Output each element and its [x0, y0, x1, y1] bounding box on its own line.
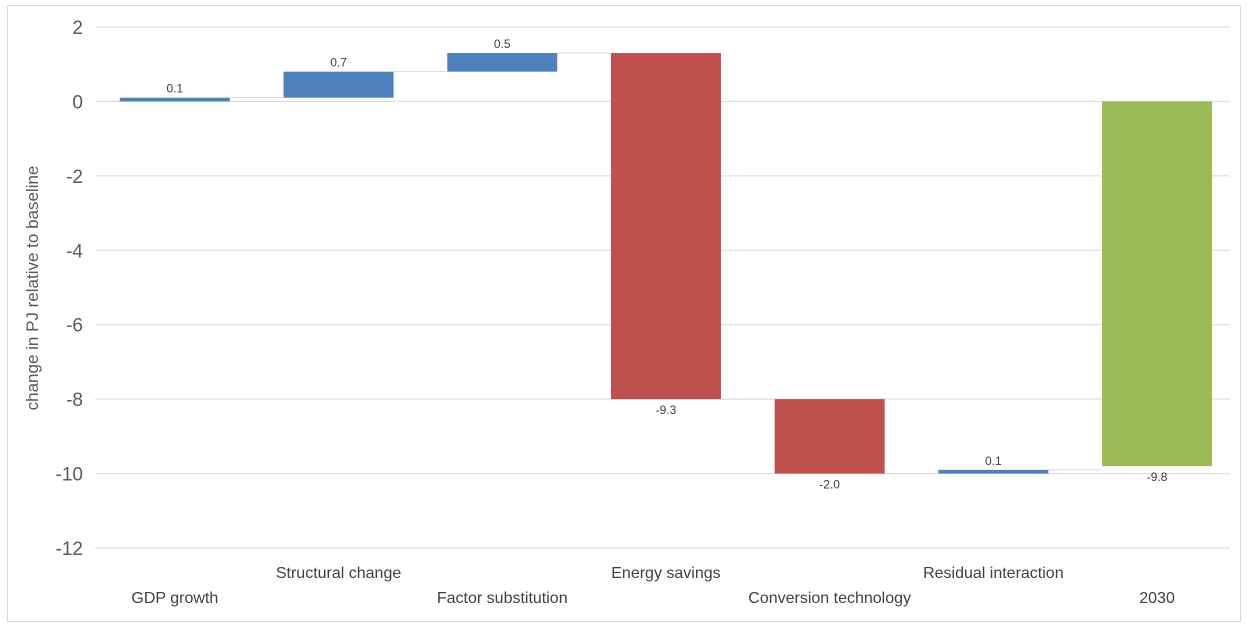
x-category-label: Energy savings	[611, 565, 720, 582]
bar-structural-change	[283, 71, 394, 98]
data-label: -9.8	[1147, 470, 1168, 484]
y-axis-title: change in PJ relative to baseline	[23, 166, 42, 411]
y-axis-tick-labels: 2 0 -2 -4 -6 -8 -10 -12	[56, 18, 84, 560]
bar-energy-savings	[610, 53, 721, 400]
bar-factor-substitution	[447, 53, 558, 72]
x-category-label: 2030	[1139, 590, 1175, 607]
y-tick-label: -8	[66, 390, 83, 411]
bar-residual-interaction	[938, 469, 1049, 474]
x-category-label: Residual interaction	[923, 565, 1064, 582]
x-category-label: GDP growth	[131, 590, 218, 607]
y-tick-label: -2	[66, 167, 83, 188]
connector-lines	[229, 52, 1103, 475]
y-tick-label: -12	[56, 539, 83, 560]
data-label: -2.0	[819, 478, 840, 492]
y-tick-label: -6	[66, 316, 83, 337]
data-label: 0.5	[494, 37, 511, 51]
x-category-label: Factor substitution	[437, 590, 568, 607]
data-label: -9.3	[656, 403, 677, 417]
x-category-label: Conversion technology	[748, 590, 911, 607]
data-labels: 0.1 0.7 0.5 -9.3 -2.0 0.1 -9.8	[167, 37, 1168, 492]
data-label: 0.1	[167, 82, 184, 96]
bar-conversion-technology	[774, 399, 885, 474]
bar-2030	[1102, 101, 1213, 467]
y-tick-label: -10	[56, 465, 83, 486]
x-axis-category-labels: GDP growth Structural change Factor substi…	[131, 565, 1175, 607]
x-category-label: Structural change	[276, 565, 402, 582]
y-tick-label: 2	[72, 18, 83, 39]
y-tick-label: 0	[72, 92, 83, 113]
data-label: 0.1	[985, 454, 1002, 468]
bars	[119, 53, 1213, 474]
data-label: 0.7	[330, 56, 347, 70]
y-tick-label: -4	[66, 241, 83, 262]
bar-gdp-growth	[119, 97, 230, 102]
